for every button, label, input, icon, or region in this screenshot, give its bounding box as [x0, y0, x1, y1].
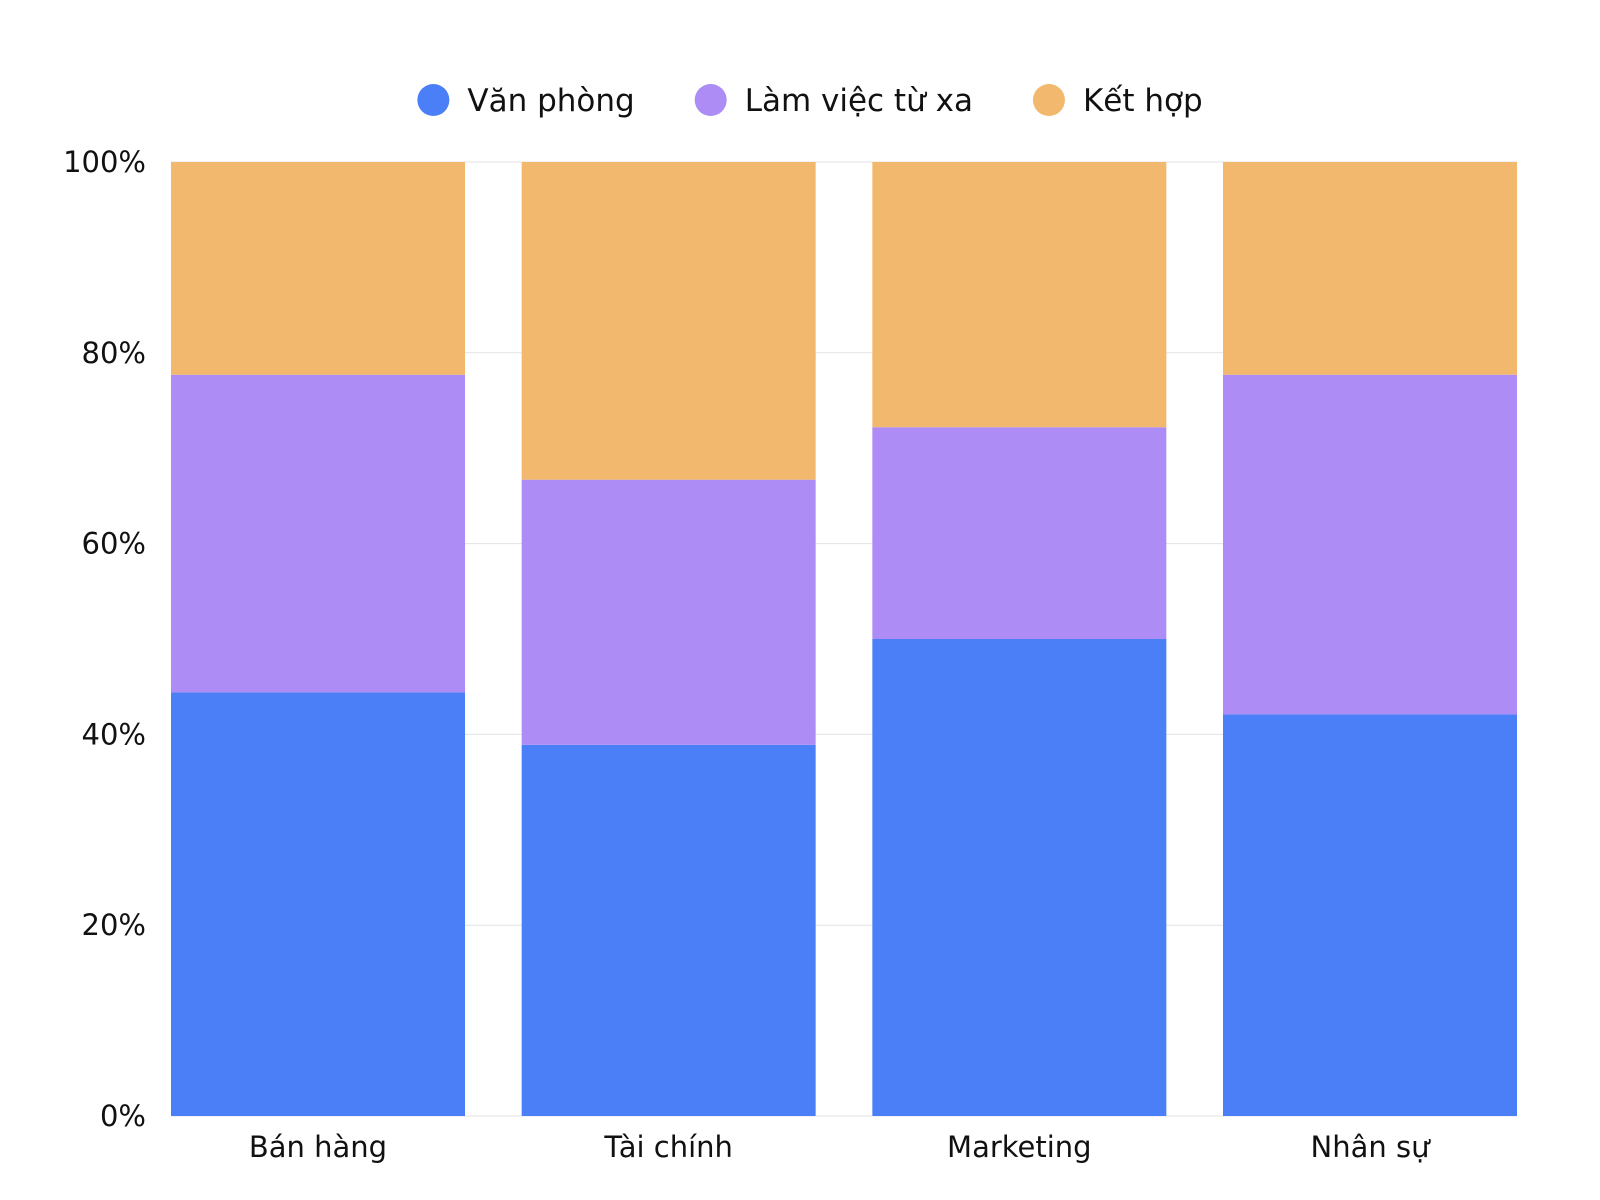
y-tick-label: 0%	[100, 1099, 146, 1133]
legend-swatch	[1032, 84, 1065, 116]
bar-segment	[171, 692, 465, 1116]
x-tick-label: Bán hàng	[249, 1130, 387, 1164]
legend-item: Văn phòng	[417, 83, 635, 119]
legend-label: Văn phòng	[467, 83, 634, 119]
bar-segment	[872, 162, 1167, 428]
bar-segment	[171, 162, 465, 375]
legend-item: Kết hợp	[1032, 83, 1203, 119]
y-tick-label: 60%	[82, 527, 146, 561]
legend: Văn phòng Làm việc từ xa Kết hợp	[417, 83, 1203, 119]
bar-segment	[1223, 162, 1517, 375]
bar-segment	[1223, 714, 1517, 1116]
x-tick-label: Marketing	[947, 1130, 1092, 1164]
y-tick-label: 40%	[82, 717, 146, 751]
x-tick-label: Nhân sự	[1311, 1130, 1432, 1164]
bar-segment	[872, 427, 1167, 639]
x-axis: Bán hàng Tài chính Marketing Nhân sự	[249, 1130, 1431, 1164]
legend-label: Kết hợp	[1083, 83, 1203, 119]
y-tick-label: 100%	[63, 145, 146, 179]
x-tick-label: Tài chính	[603, 1130, 733, 1164]
bar-segment	[521, 479, 816, 745]
legend-swatch	[694, 84, 727, 116]
bar-segment	[171, 374, 465, 693]
bars	[171, 162, 1517, 1116]
legend-item: Làm việc từ xa	[694, 83, 973, 119]
y-axis: 0% 20% 40% 60% 80% 100%	[63, 145, 146, 1133]
y-tick-label: 80%	[82, 336, 146, 370]
bar-segment	[521, 162, 816, 480]
legend-swatch	[417, 84, 450, 116]
bar-segment	[1223, 374, 1517, 715]
legend-label: Làm việc từ xa	[745, 83, 973, 119]
y-tick-label: 20%	[82, 908, 146, 942]
bar-segment	[872, 639, 1167, 1116]
bar-segment	[521, 744, 816, 1116]
